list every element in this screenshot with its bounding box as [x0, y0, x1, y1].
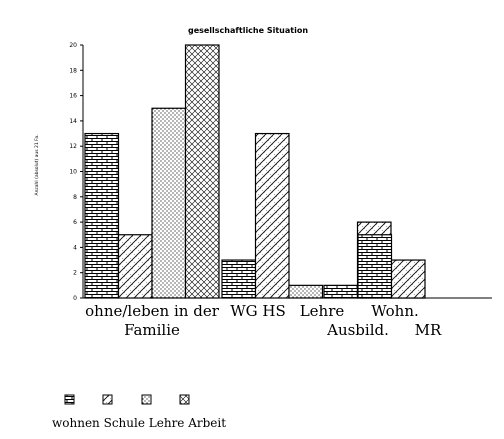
x-category-label: MR — [415, 321, 442, 339]
y-tick-label: 16 — [69, 93, 77, 100]
y-tick-label: 8 — [73, 194, 77, 201]
legend: wohnen Schule Lehre Arbeit — [52, 394, 226, 430]
y-ticks: 0 2 4 6 8 10 12 14 16 18 20 — [69, 42, 83, 302]
y-tick-label: 4 — [73, 244, 77, 251]
legend-swatch-lehre — [141, 394, 152, 405]
legend-label-arbeit: Arbeit — [184, 416, 226, 430]
legend-label-schule: Schule — [100, 416, 145, 430]
legend-labels: wohnen Schule Lehre Arbeit — [52, 416, 226, 430]
y-tick-label: 0 — [73, 295, 77, 302]
bar-schule-1 — [117, 234, 153, 299]
x-category-label: Familie — [124, 321, 180, 339]
bar-wohnen-2 — [221, 259, 257, 299]
bar-wohnen-1 — [84, 132, 120, 299]
bars — [84, 44, 426, 299]
bar-arbeit-1 — [184, 44, 220, 299]
y-axis-label: Anzahl (absolut) aus 21 Fa. — [34, 134, 40, 195]
y-tick-label: 10 — [69, 169, 77, 176]
legend-swatch-wohnen — [64, 394, 75, 405]
y-tick-label: 20 — [69, 42, 77, 49]
x-category-label: Ausbild. — [326, 321, 389, 339]
legend-swatch-schule — [102, 394, 113, 405]
y-tick-label: 12 — [69, 143, 77, 150]
chart-title: gesellschaftliche Situation — [188, 26, 308, 35]
y-tick-label: 6 — [73, 219, 77, 226]
legend-label-lehre: Lehre — [145, 416, 184, 430]
x-category-label: WG HS — [230, 302, 286, 320]
bar-schule-4 — [390, 259, 426, 299]
y-tick-label: 2 — [73, 270, 77, 277]
legend-label-wohnen: wohnen — [52, 416, 100, 430]
bar-wohnen-4 — [357, 234, 393, 299]
legend-swatch-arbeit — [179, 394, 190, 405]
y-tick-label: 14 — [69, 118, 77, 125]
bar-wohnen-3 — [323, 284, 359, 299]
bar-schule-2 — [254, 132, 290, 299]
x-category-label: Lehre — [300, 302, 345, 320]
bar-lehre-2 — [288, 284, 324, 299]
y-tick-label: 18 — [69, 67, 77, 74]
x-category-label: Wohn. — [371, 302, 419, 320]
x-category-label: ohne/leben in der — [85, 302, 220, 320]
bar-lehre-1 — [151, 107, 187, 299]
